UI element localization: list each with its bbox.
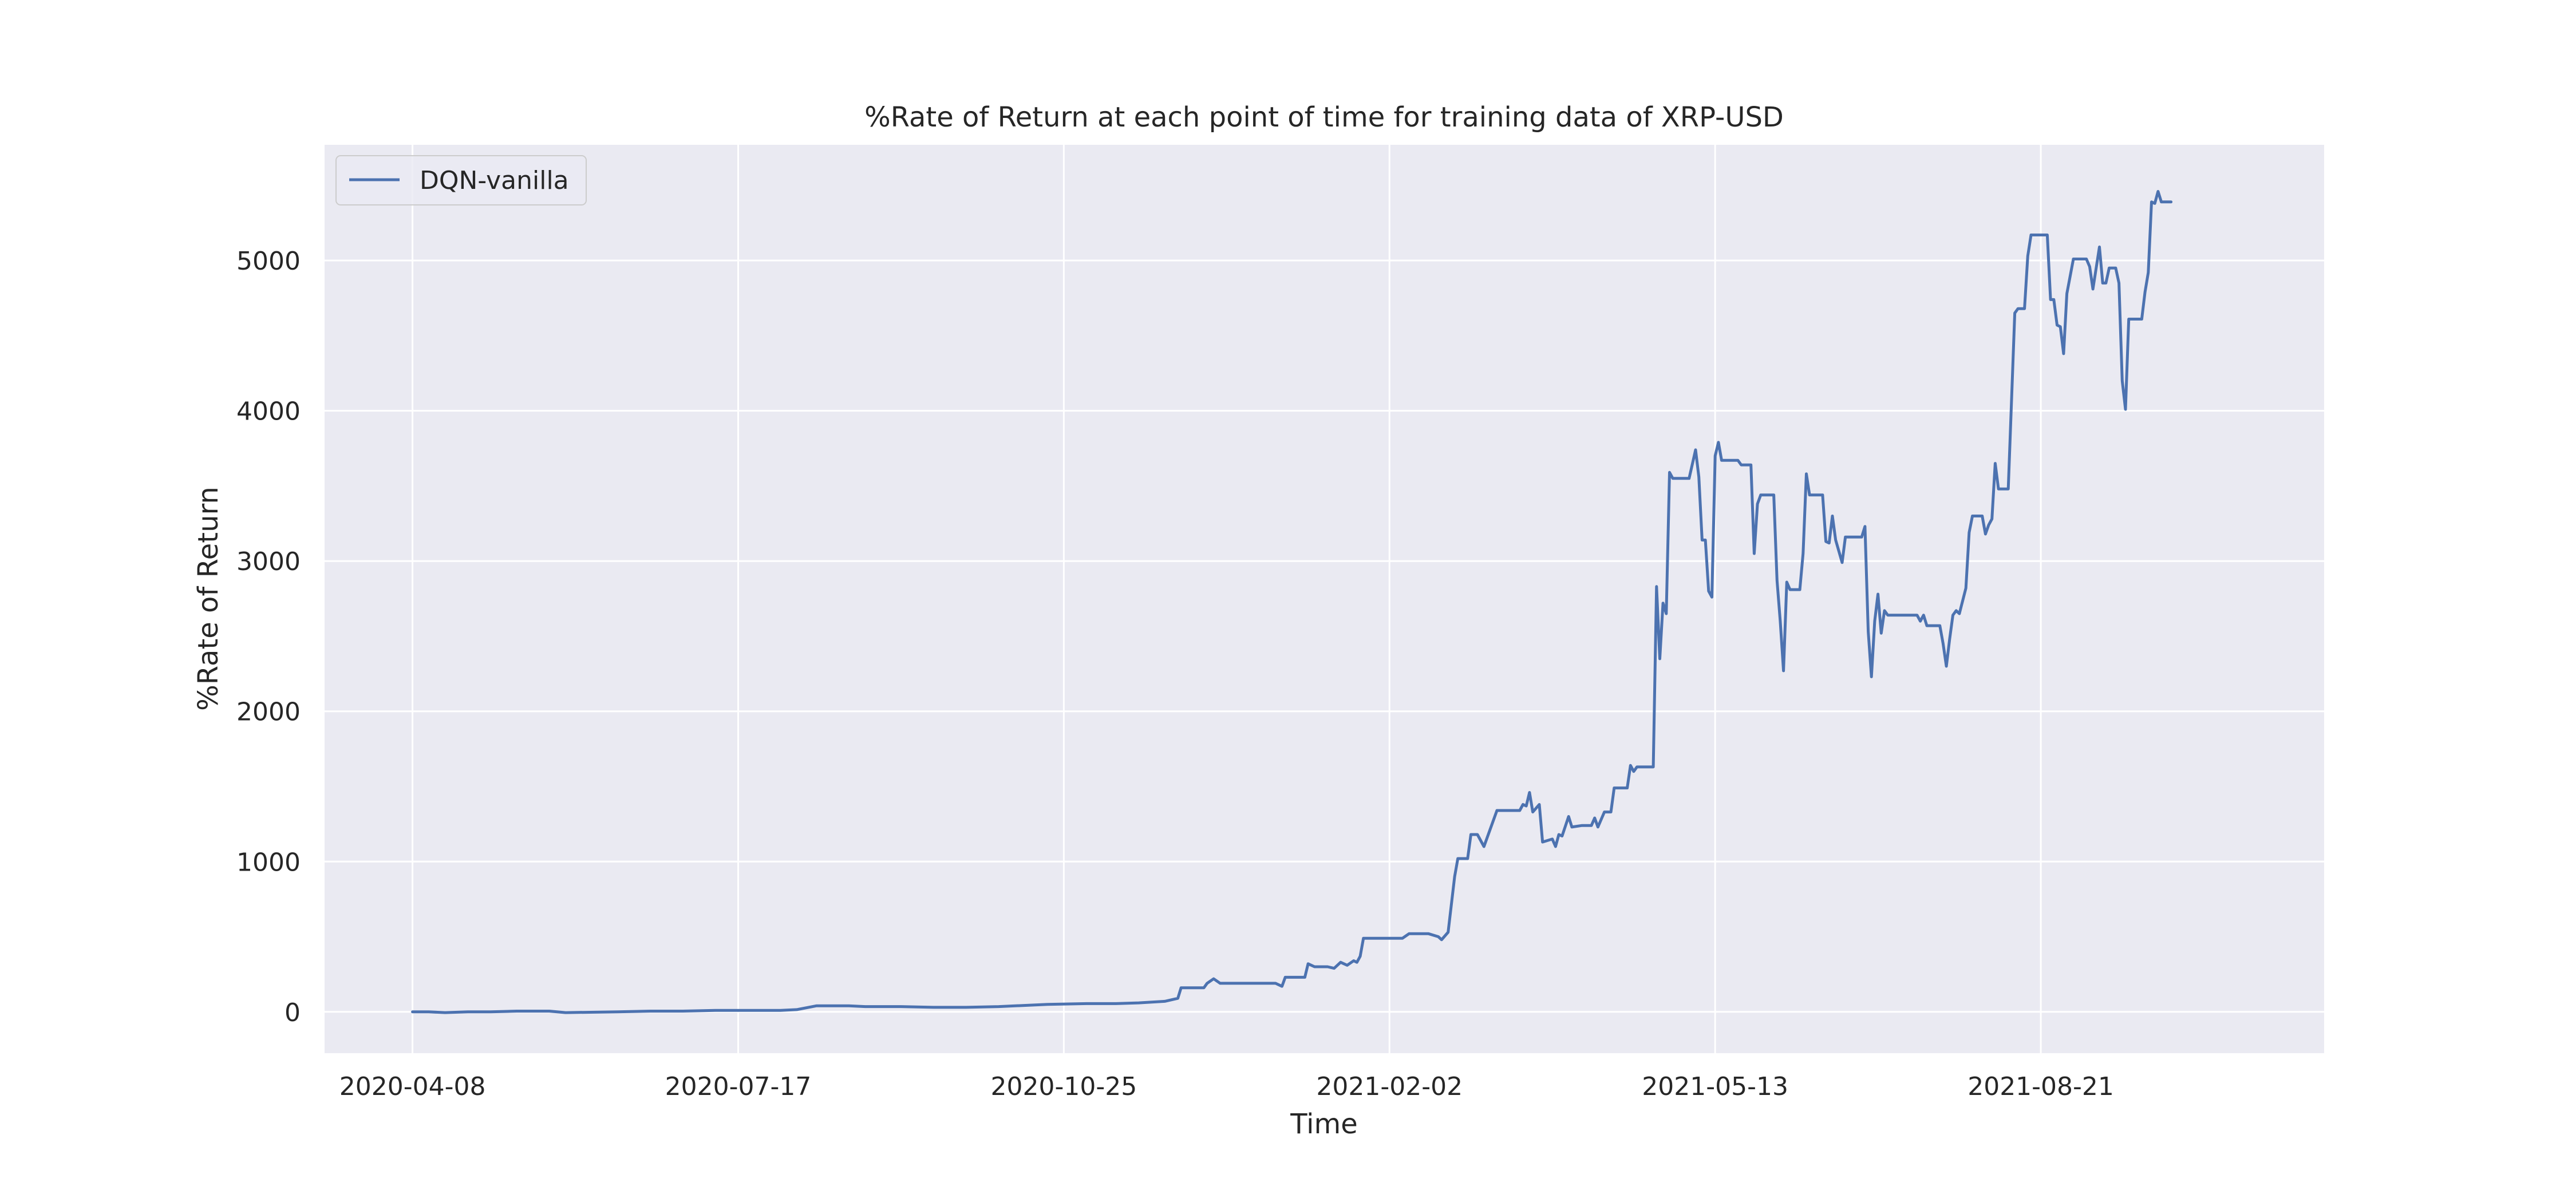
y-tick-label: 0 <box>285 998 301 1027</box>
legend-box <box>335 155 587 205</box>
y-tick-label: 5000 <box>236 247 301 276</box>
x-tick-label: 2020-10-25 <box>991 1072 1137 1101</box>
x-tick-label: 2021-02-02 <box>1316 1072 1463 1101</box>
x-tick-label: 2021-05-13 <box>1642 1072 1788 1101</box>
x-tick-label: 2020-07-17 <box>665 1072 812 1101</box>
y-tick-label: 3000 <box>236 547 301 576</box>
series-line-dqn-vanilla <box>411 189 2173 1014</box>
plot-background <box>325 145 2324 1053</box>
y-tick-label: 1000 <box>236 848 301 877</box>
chart-title: %Rate of Return at each point of time fo… <box>864 101 1784 133</box>
y-tick-label: 4000 <box>236 397 301 426</box>
legend-label: DQN-vanilla <box>420 166 569 195</box>
legend: DQN-vanilla <box>335 155 587 205</box>
y-tick-label: 2000 <box>236 698 301 727</box>
tick-labels: 2020-04-08 2020-07-17 2020-10-25 2021-02-02… <box>236 247 2114 1101</box>
series-layer <box>411 189 2173 1014</box>
x-tick-label: 2021-08-21 <box>1967 1072 2114 1101</box>
x-tick-label: 2020-04-08 <box>339 1072 486 1101</box>
x-axis-label: Time <box>1290 1108 1357 1140</box>
y-axis-label: %Rate of Return <box>192 487 224 711</box>
